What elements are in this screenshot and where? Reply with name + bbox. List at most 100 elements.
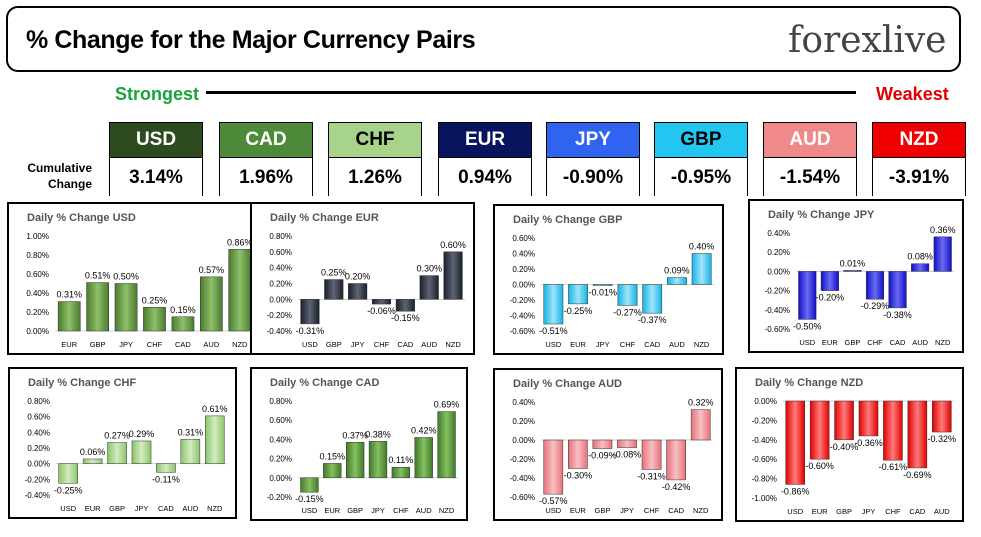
y-tick-label: -0.60%: [510, 493, 535, 502]
x-tick-label: GBP: [845, 338, 861, 347]
chart-panel-chf: Daily % Change CHF -0.40% -0.20% 0.00% 0.20%…: [8, 367, 237, 519]
y-tick-label: 0.40%: [269, 435, 292, 444]
summary-gbp: GBP -0.95%: [654, 122, 748, 196]
data-label: 0.51%: [85, 271, 111, 281]
bar-cad: [156, 463, 176, 473]
bar-chf: [617, 284, 638, 306]
x-tick-label: NZD: [207, 504, 223, 513]
chart-eur: Daily % Change EUR -0.40% -0.20% 0.00% 0.20%…: [267, 212, 466, 349]
x-tick-label: EUR: [570, 340, 586, 349]
bar-nzd: [443, 251, 463, 300]
x-tick-label: USD: [787, 507, 803, 516]
data-label: 0.50%: [113, 272, 139, 282]
x-tick-label: NZD: [693, 506, 709, 515]
bar-chf: [865, 271, 885, 300]
data-label: -0.42%: [662, 482, 691, 492]
bar-jpy: [592, 284, 613, 286]
bar-chf: [371, 299, 392, 305]
data-label: 0.09%: [664, 266, 690, 276]
chart-panel-usd: Daily % Change USD 0.00% 0.20% 0.40% 0.60% 0.…: [7, 202, 264, 355]
x-tick-label: AUD: [669, 340, 685, 349]
data-label: 0.20%: [345, 272, 371, 282]
y-tick-label: -1.00%: [752, 494, 777, 503]
summary-currency-value: 1.96%: [220, 158, 312, 196]
chart-title: Daily % Change EUR: [270, 212, 379, 224]
bar-aud: [414, 437, 433, 479]
chart-title: Daily % Change CAD: [270, 377, 379, 389]
y-tick-label: -0.20%: [267, 493, 292, 502]
bar-eur: [820, 271, 839, 291]
bar-gbp: [345, 442, 365, 479]
chart-panel-eur: Daily % Change EUR -0.40% -0.20% 0.00% 0.20%…: [250, 202, 475, 355]
chart-title: Daily % Change JPY: [768, 209, 875, 221]
summary-currency-name: JPY: [547, 123, 639, 158]
y-tick-label: 0.60%: [512, 234, 535, 243]
bar-jpy: [348, 283, 368, 300]
bar-usd: [798, 271, 817, 320]
y-tick-label: 1.00%: [26, 232, 49, 241]
x-tick-label: NZD: [439, 506, 455, 515]
x-tick-label: EUR: [570, 506, 586, 515]
x-tick-label: JPY: [596, 340, 610, 349]
x-tick-label: JPY: [862, 507, 876, 516]
y-tick-label: 0.80%: [27, 397, 50, 406]
x-tick-label: JPY: [371, 506, 385, 515]
y-tick-label: -0.20%: [765, 287, 790, 296]
summary-currency-value: -0.95%: [655, 158, 747, 196]
x-tick-label: CHF: [885, 507, 901, 516]
y-tick-label: 0.00%: [26, 327, 49, 336]
x-tick-label: AUD: [912, 338, 928, 347]
x-tick-label: GBP: [836, 507, 852, 516]
data-label: 0.86%: [227, 237, 253, 247]
x-tick-label: EUR: [324, 506, 340, 515]
bar-jpy: [368, 441, 388, 479]
chart-title: Daily % Change CHF: [28, 377, 136, 389]
summary-aud: AUD -1.54%: [763, 122, 857, 196]
data-label: 0.27%: [104, 431, 130, 441]
x-tick-label: GBP: [595, 506, 611, 515]
x-tick-label: CHF: [147, 340, 163, 349]
data-label: 0.42%: [411, 425, 437, 435]
x-tick-label: CAD: [890, 338, 906, 347]
x-tick-label: GBP: [326, 340, 342, 349]
bar-gbp: [107, 442, 127, 464]
x-tick-label: EUR: [61, 340, 77, 349]
x-tick-label: CAD: [175, 340, 191, 349]
chart-aud: Daily % Change AUD -0.60% -0.40% -0.20% 0.00…: [510, 378, 714, 515]
y-tick-label: 0.40%: [269, 264, 292, 273]
summary-currency-value: -3.91%: [873, 158, 965, 196]
data-label: -0.11%: [152, 474, 180, 484]
bar-usd: [58, 463, 78, 484]
bar-cad: [642, 284, 663, 314]
x-tick-label: NZD: [445, 340, 461, 349]
bar-usd: [543, 439, 564, 495]
x-tick-label: AUD: [934, 507, 950, 516]
data-label: 0.31%: [56, 290, 82, 300]
data-label: -0.50%: [793, 321, 822, 331]
y-tick-label: -0.20%: [752, 416, 777, 425]
summary-currency-value: -1.54%: [764, 158, 856, 196]
strongest-label: Strongest: [115, 84, 200, 104]
data-label: -0.86%: [781, 486, 810, 496]
summary-currency-value: 1.26%: [329, 158, 421, 196]
summary-currency-name: USD: [110, 123, 202, 158]
y-tick-label: -0.40%: [25, 491, 50, 500]
data-label: 0.30%: [416, 264, 442, 274]
data-label: -0.15%: [391, 313, 420, 323]
y-tick-label: 0.60%: [27, 413, 50, 422]
chart-jpy: Daily % Change JPY -0.60% -0.40% -0.20% 0.00…: [765, 209, 956, 347]
x-tick-label: CAD: [909, 507, 925, 516]
data-label: -0.15%: [295, 494, 324, 504]
cumulative-label-line2: Change: [47, 177, 92, 191]
x-tick-label: USD: [302, 506, 318, 515]
summary-currency-name: AUD: [764, 123, 856, 158]
data-label: -0.30%: [564, 471, 593, 481]
summary-eur: EUR 0.94%: [438, 122, 532, 196]
bar-jpy: [131, 440, 152, 464]
bar-eur: [568, 439, 588, 469]
summary-nzd: NZD -3.91%: [872, 122, 966, 196]
bar-eur: [809, 400, 830, 460]
bar-nzd: [690, 409, 711, 441]
y-tick-label: -0.20%: [510, 296, 535, 305]
y-tick-label: 0.40%: [26, 289, 49, 298]
